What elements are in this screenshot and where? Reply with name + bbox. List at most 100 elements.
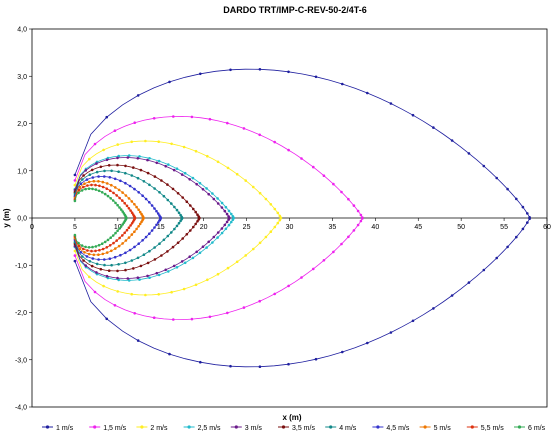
data-point bbox=[130, 222, 134, 225]
data-point bbox=[110, 183, 113, 187]
data-point bbox=[132, 166, 135, 169]
data-point bbox=[105, 182, 109, 185]
data-point bbox=[273, 225, 277, 229]
data-point bbox=[142, 180, 146, 183]
series-10 bbox=[73, 187, 128, 249]
data-point bbox=[158, 191, 161, 194]
data-point bbox=[226, 121, 229, 125]
data-point bbox=[230, 212, 233, 216]
data-point bbox=[278, 218, 282, 222]
data-point bbox=[231, 218, 235, 221]
data-point bbox=[170, 142, 173, 146]
series-layer bbox=[73, 68, 531, 369]
data-point bbox=[91, 257, 95, 260]
data-point bbox=[482, 268, 486, 272]
data-point bbox=[116, 203, 119, 207]
data-point bbox=[176, 241, 180, 244]
data-point bbox=[140, 220, 143, 224]
data-point bbox=[220, 206, 224, 209]
data-point bbox=[85, 255, 89, 258]
data-point bbox=[73, 259, 77, 263]
data-point bbox=[287, 148, 290, 152]
legend-marker bbox=[45, 425, 50, 429]
data-point bbox=[212, 235, 216, 239]
data-point bbox=[117, 244, 121, 248]
legend-marker bbox=[329, 425, 333, 429]
data-point bbox=[273, 140, 277, 144]
data-point bbox=[153, 258, 157, 261]
data-point bbox=[91, 245, 94, 249]
data-point bbox=[226, 266, 230, 270]
data-point bbox=[171, 245, 175, 249]
data-point bbox=[138, 278, 141, 281]
data-point bbox=[359, 219, 363, 223]
data-point bbox=[185, 233, 189, 236]
data-point bbox=[124, 164, 127, 168]
legend-item: 6 m/s bbox=[514, 425, 546, 432]
data-point bbox=[105, 158, 109, 162]
data-point bbox=[170, 202, 173, 205]
data-point bbox=[118, 227, 121, 230]
data-point bbox=[73, 179, 77, 182]
data-point bbox=[194, 222, 197, 226]
data-point bbox=[220, 227, 224, 230]
data-point bbox=[181, 196, 184, 199]
data-point bbox=[356, 223, 360, 227]
data-point bbox=[101, 185, 105, 189]
data-point bbox=[100, 242, 104, 245]
data-point bbox=[175, 266, 179, 269]
data-point bbox=[182, 287, 186, 291]
data-point bbox=[467, 281, 471, 284]
data-point bbox=[73, 254, 77, 257]
data-point bbox=[111, 234, 115, 237]
data-point bbox=[482, 164, 486, 168]
data-point bbox=[258, 68, 262, 71]
data-point bbox=[103, 175, 106, 178]
data-point bbox=[103, 169, 106, 173]
data-point bbox=[130, 292, 133, 296]
data-point bbox=[196, 220, 199, 223]
data-point bbox=[97, 258, 100, 261]
data-point bbox=[198, 181, 202, 185]
data-point bbox=[155, 271, 159, 275]
data-point bbox=[133, 230, 136, 233]
data-point bbox=[188, 255, 191, 258]
legend-label: 2,5 m/s bbox=[198, 425, 221, 432]
data-point bbox=[148, 183, 151, 187]
data-point bbox=[201, 245, 205, 248]
data-point bbox=[155, 223, 158, 227]
x-tick-label: 60 bbox=[543, 224, 551, 231]
data-point bbox=[130, 259, 134, 262]
legend: 1 m/s 1,5 m/s 2 m/s 2,5 m/s 3 m/s 3,5 m/s 4 m/… bbox=[42, 425, 546, 432]
data-point bbox=[242, 306, 246, 309]
data-point bbox=[153, 207, 156, 210]
data-point bbox=[116, 163, 119, 167]
data-point bbox=[79, 251, 83, 254]
data-point bbox=[361, 217, 364, 220]
data-point bbox=[189, 204, 192, 207]
data-point bbox=[125, 204, 129, 208]
data-point bbox=[177, 211, 181, 215]
data-point bbox=[119, 225, 123, 228]
data-point bbox=[124, 268, 127, 272]
data-point bbox=[153, 226, 156, 229]
data-point bbox=[82, 185, 85, 189]
legend-marker bbox=[423, 425, 427, 429]
data-point bbox=[258, 365, 262, 369]
data-point bbox=[136, 94, 140, 97]
data-point bbox=[155, 161, 159, 165]
data-point bbox=[124, 251, 127, 255]
data-point bbox=[118, 236, 121, 240]
data-point bbox=[137, 191, 140, 194]
data-point bbox=[182, 145, 186, 149]
data-point bbox=[192, 207, 195, 211]
series-8 bbox=[73, 179, 145, 257]
data-point bbox=[153, 246, 156, 249]
data-point bbox=[111, 199, 115, 202]
data-point bbox=[225, 220, 229, 224]
data-point bbox=[139, 168, 143, 172]
data-point bbox=[170, 290, 173, 294]
data-point bbox=[156, 221, 160, 224]
data-point bbox=[172, 318, 175, 321]
data-point bbox=[128, 184, 132, 188]
